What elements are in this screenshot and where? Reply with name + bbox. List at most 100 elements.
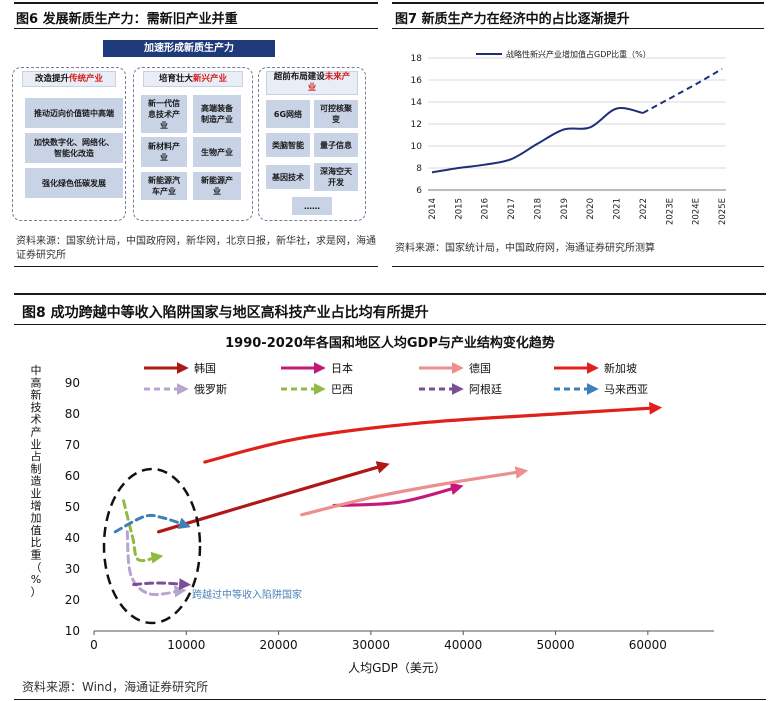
- fig7-x-tick-label: 2018: [533, 198, 543, 220]
- fig7-source: 资料来源：国家统计局，中国政府网，海通证券研究所测算: [395, 243, 655, 254]
- fig6-item: 量子信息: [314, 133, 358, 157]
- fig8-y-tick-label: 60: [65, 469, 80, 483]
- fig7-x-tick-label: 2022: [639, 198, 649, 220]
- fig8-chart: 1990-2020年各国和地区人均GDP与产业结构变化趋势 10 20 30 40 50…: [31, 335, 714, 675]
- fig8-series-韩国: [157, 461, 390, 534]
- fig7-y-tick-label: 12: [411, 120, 422, 130]
- fig8-legend-label: 阿根廷: [469, 382, 502, 396]
- fig8-x-tick-label: 50000: [536, 638, 574, 652]
- head-red: 传统产业: [69, 74, 104, 84]
- fig8-y-axis-label-char: 重: [31, 548, 42, 562]
- fig7-x-tick-label: 2025E: [718, 198, 728, 225]
- middle-income-trap-ellipse: [102, 467, 202, 625]
- fig6-item: 新能源汽 车产业: [141, 172, 187, 200]
- fig7-top-rule: [392, 2, 764, 4]
- fig8-y-axis-label-char: 业: [31, 438, 42, 451]
- fig7-chart: 6 8 10 12 14 16 18 2014 2015 2016 2017 2018 2019 202…: [411, 49, 728, 225]
- head-prefix: 超前布局建设: [273, 72, 325, 82]
- fig6-title-rule: [14, 28, 378, 29]
- fig7-bottom-rule: [392, 266, 764, 267]
- fig8-x-tick-label: 20000: [260, 638, 298, 652]
- fig8-title: 图8 成功跨越中等收入陷阱国家与地区高科技产业占比均有所提升: [22, 305, 429, 321]
- fig8-y-axis-label-char: 值: [31, 524, 42, 537]
- fig8-y-axis-label-char: 加: [31, 512, 42, 525]
- head-prefix: 改造提升: [34, 74, 69, 84]
- fig7-x-tick-label: 2019: [560, 198, 570, 220]
- fig8-y-axis-label-char: 产: [31, 425, 42, 439]
- fig6-item: ……: [292, 197, 332, 215]
- fig8-x-tick-label: 0: [90, 638, 98, 652]
- fig8-series-俄罗斯: [125, 530, 187, 598]
- head-red: 未来产: [324, 72, 351, 82]
- fig7-y-tick-label: 8: [416, 164, 422, 174]
- fig8-y-axis-label-char: 技: [31, 401, 42, 414]
- fig8-x-tick-label: 60000: [629, 638, 667, 652]
- fig7-x-tick-label: 2023E: [665, 198, 675, 225]
- fig8-y-axis-label-char: 比: [31, 536, 42, 549]
- fig8-y-tick-label: 40: [65, 531, 80, 545]
- fig7-legend-label: 战略性新兴产业增加值占GDP比重（%）: [506, 49, 651, 59]
- fig7-x-tick-label: 2015: [454, 198, 464, 220]
- fig8-y-axis-label-char: （: [31, 561, 42, 574]
- fig8-x-tick-label: 30000: [352, 638, 390, 652]
- fig8-legend-label: 日本: [331, 361, 353, 375]
- fig7-y-tick-label: 16: [411, 76, 423, 86]
- head-prefix: 培育壮大: [158, 74, 193, 84]
- fig7-x-tick-label: 2021: [613, 198, 623, 220]
- fig7-x-tick-label: 2016: [481, 198, 491, 220]
- fig8-series-阿根廷: [132, 578, 192, 591]
- head-red: 新兴产业: [193, 74, 228, 84]
- fig7-x-tick-label: 2014: [428, 198, 438, 220]
- fig8-source: 资料来源：Wind，海通证券研究所: [22, 680, 209, 694]
- fig8-legend-label: 巴西: [331, 383, 353, 396]
- fig8-series-德国: [300, 466, 529, 517]
- fig6-item: 新一代信 息技术产 业: [141, 95, 187, 133]
- fig6-item: 可控核聚 变: [314, 100, 358, 128]
- fig8-title-rule: [14, 324, 766, 325]
- fig8-y-axis-label-char: 制: [31, 462, 42, 475]
- fig6-item: 生物产业: [193, 137, 241, 167]
- fig8-y-tick-label: 90: [65, 376, 80, 390]
- fig8-legend-label: 新加坡: [604, 361, 637, 375]
- fig6-item: 6G网络: [266, 100, 310, 128]
- fig6-banner: 加速形成新质生产力: [103, 40, 275, 57]
- fig8-y-tick-label: 70: [65, 438, 80, 452]
- fig8-chart-title: 1990-2020年各国和地区人均GDP与产业结构变化趋势: [225, 335, 555, 351]
- fig7-title: 图7 新质生产力在经济中的占比逐渐提升: [395, 12, 630, 27]
- fig8-series-日本: [332, 482, 464, 508]
- fig8-top-rule: [14, 293, 766, 295]
- fig8-y-axis-label-char: ）: [31, 585, 42, 598]
- fig8-y-axis-label-char: 增: [31, 498, 42, 512]
- fig8-y-tick-label: 10: [65, 624, 80, 638]
- fig6-title: 图6 发展新质生产力：需新旧产业并重: [16, 12, 238, 27]
- fig6-item: 类脑智能: [266, 133, 310, 157]
- fig8-series-巴西: [122, 499, 164, 564]
- fig8-y-tick-label: 50: [65, 500, 80, 514]
- fig8-y-axis-label-char: 业: [31, 487, 42, 500]
- fig8-series-新加坡: [203, 401, 663, 464]
- fig8-x-axis-label: 人均GDP（美元）: [348, 661, 446, 675]
- head-suffix: 业: [307, 83, 317, 93]
- fig8-series-马来西亚: [113, 513, 191, 534]
- fig7-series-line-actual: [431, 107, 644, 174]
- fig7-series-line-forecast: [642, 68, 723, 114]
- fig8-bottom-rule: [14, 699, 766, 700]
- fig6-item: 深海空天 开发: [314, 163, 358, 191]
- fig7-title-rule: [392, 28, 764, 29]
- fig7-x-tick-label: 2024E: [692, 198, 702, 225]
- fig6-item: 高端装备 制造产业: [193, 95, 241, 133]
- fig8-y-axis-label-char: %: [31, 573, 41, 586]
- fig8-y-axis-label-char: 高: [31, 375, 42, 389]
- fig8-y-tick-label: 30: [65, 562, 80, 576]
- fig8-y-axis-label-char: 新: [31, 388, 42, 402]
- fig6-panel-emerging-head: 培育壮大新兴产业: [143, 71, 243, 87]
- fig8-x-tick-label: 40000: [444, 638, 482, 652]
- fig7-y-tick-label: 10: [411, 142, 423, 152]
- fig7-y-tick-label: 14: [411, 98, 423, 108]
- fig7-y-tick-label: 18: [411, 54, 423, 64]
- fig6-item: 推动迈向价值链中高端: [25, 98, 123, 128]
- fig6-item: 新材料产 业: [141, 137, 187, 167]
- fig6-bottom-rule: [14, 266, 378, 267]
- fig6-item: 强化绿色低碳发展: [25, 168, 123, 198]
- fig6-panel-future-head: 超前布局建设未来产业: [266, 71, 358, 95]
